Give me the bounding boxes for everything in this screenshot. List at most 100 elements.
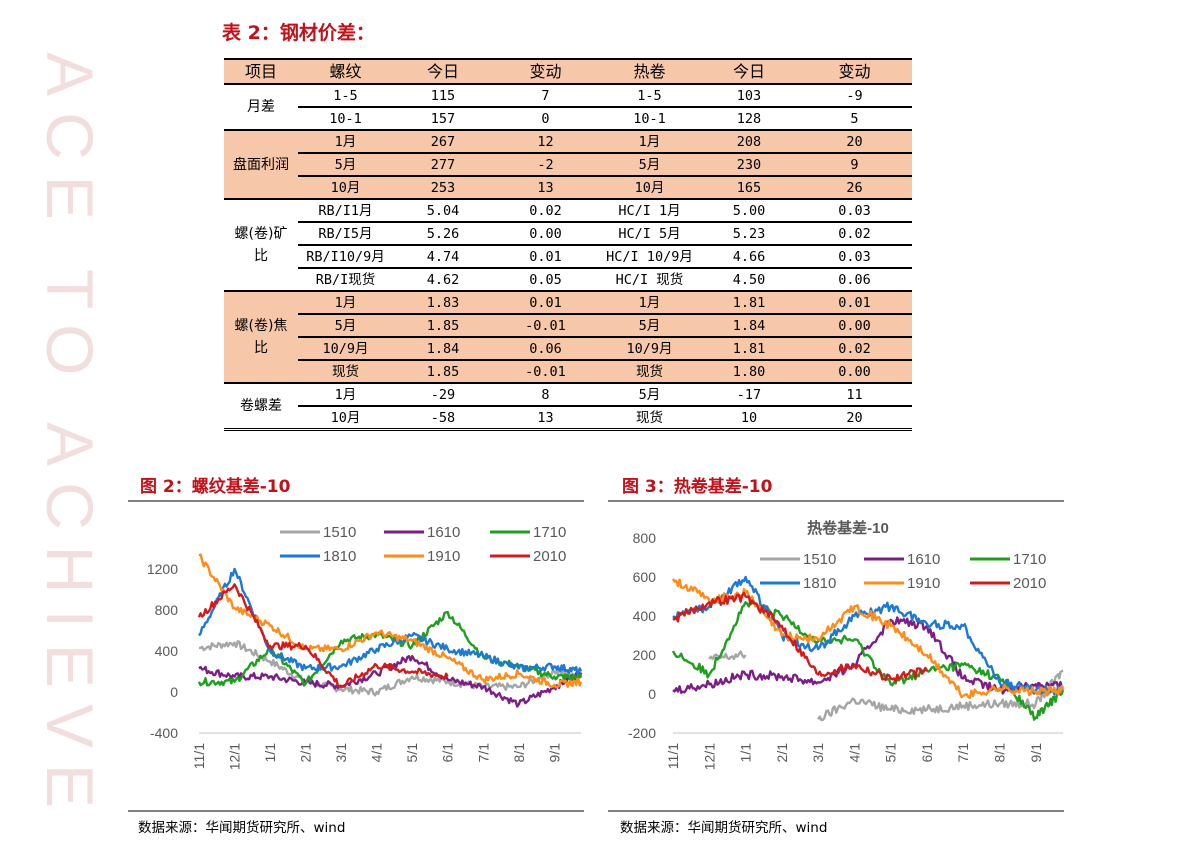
table-cell: 277 <box>393 153 493 177</box>
y-tick-label: 1200 <box>147 561 178 577</box>
x-tick-label: 5/1 <box>404 743 420 763</box>
row-group-label: 盘面利润 <box>224 130 298 200</box>
table-cell: HC/I 1月 <box>598 199 701 223</box>
table-cell: 0.06 <box>493 337 598 361</box>
table-cell: 10月 <box>598 176 701 200</box>
table-cell: 267 <box>393 130 493 154</box>
table-cell: 现货 <box>598 406 701 431</box>
table-cell: RB/I现货 <box>298 268 393 292</box>
table-cell: 10/9月 <box>598 337 701 361</box>
series-line-2010 <box>197 583 449 689</box>
table-cell: HC/I 现货 <box>598 268 701 292</box>
figure-3-top-rule <box>608 500 1064 502</box>
header-rebar: 螺纹 <box>298 58 393 85</box>
table-cell: 10/9月 <box>298 337 393 361</box>
table-row: 10/9月 1.84 0.06 10/9月 1.81 0.02 <box>224 337 912 361</box>
table-cell: 4.62 <box>393 268 493 292</box>
x-tick-label: 11/1 <box>191 743 207 769</box>
table-row: RB/I现货 4.62 0.05 HC/I 现货 4.50 0.06 <box>224 268 912 292</box>
x-tick-label: 1/1 <box>738 743 754 763</box>
table-cell: RB/I1月 <box>298 199 393 223</box>
table-cell: 4.66 <box>701 245 797 269</box>
header-hrc-today: 今日 <box>701 58 797 85</box>
table-cell: 9 <box>797 153 912 177</box>
table-cell: 5 <box>797 107 912 131</box>
row-group-label: 螺(卷)矿比 <box>224 199 298 292</box>
table-cell: 7 <box>493 84 598 108</box>
table-row: 盘面利润 1月 267 12 1月 208 20 <box>224 130 912 200</box>
x-tick-label: 4/1 <box>369 743 385 763</box>
table-cell: 13 <box>493 406 598 431</box>
x-tick-label: 9/1 <box>1028 743 1044 763</box>
table-cell: 10 <box>701 406 797 431</box>
table-cell: 1月 <box>598 130 701 154</box>
table-cell: 5.00 <box>701 199 797 223</box>
x-tick-label: 6/1 <box>919 743 935 763</box>
table-cell: 1.85 <box>393 314 493 338</box>
table-cell: 230 <box>701 153 797 177</box>
table-row: 10-1 157 0 10-1 128 5 <box>224 107 912 131</box>
table-cell: -2 <box>493 153 598 177</box>
x-tick-label: 2/1 <box>298 743 314 763</box>
table-cell: 20 <box>797 130 912 154</box>
figure-3-bottom-rule <box>608 810 1064 812</box>
rebar-basis-chart: -400 0 400 800 1200 11/1 12/1 1/1 2/1 3/1 4/1 5/1 6/… <box>128 505 588 795</box>
table-cell: 0.00 <box>493 222 598 246</box>
figure-2-source: 数据来源：华闻期货研究所、wind <box>138 820 346 836</box>
table-row: 卷螺差 1月 -29 8 5月 -17 11 <box>224 383 912 431</box>
table-row: 月差 1-5 115 7 1-5 103 -9 <box>224 84 912 131</box>
table-title: 表 2：钢材价差： <box>222 22 375 44</box>
chart-svg: -400 0 400 800 1200 11/1 12/1 1/1 2/1 3/1 4/1 5/1 6/… <box>147 524 583 770</box>
table-cell: 10月 <box>298 406 393 431</box>
x-tick-label: 5/1 <box>883 743 899 763</box>
watermark: ACE TO ACHIEVE <box>33 52 107 824</box>
table-cell: 8 <box>493 383 598 407</box>
legend-label-2010: 2010 <box>533 548 566 565</box>
table-row: 5月 277 -2 5月 230 9 <box>224 153 912 177</box>
table-row: 5月 1.85 -0.01 5月 1.84 0.00 <box>224 314 912 338</box>
table-cell: 13 <box>493 176 598 200</box>
table-cell: 115 <box>393 84 493 108</box>
table-cell: 10-1 <box>298 107 393 131</box>
x-tick-label: 3/1 <box>810 743 826 763</box>
row-group-label: 卷螺差 <box>224 383 298 431</box>
x-tick-label: 11/1 <box>665 743 681 769</box>
legend-label-1710: 1710 <box>533 524 566 541</box>
table-header-row: 项目 螺纹 今日 变动 热卷 今日 变动 <box>224 58 912 85</box>
table-cell: 1-5 <box>298 84 393 108</box>
header-rebar-today: 今日 <box>393 58 493 85</box>
table-cell: 11 <box>797 383 912 407</box>
table-cell: -0.01 <box>493 314 598 338</box>
x-tick-label: 3/1 <box>333 743 349 763</box>
table-cell: 1月 <box>298 291 393 315</box>
table-cell: 5月 <box>598 153 701 177</box>
table-cell: 5月 <box>298 314 393 338</box>
table-row: 10月 -58 13 现货 10 20 <box>224 406 912 431</box>
table-cell: 0.05 <box>493 268 598 292</box>
figure-2-bottom-rule <box>128 810 584 812</box>
steel-spread-table: 项目 螺纹 今日 变动 热卷 今日 变动 月差 1-5 115 7 1-5 103 -9 10… <box>224 58 912 431</box>
table-cell: 1月 <box>298 383 393 407</box>
series-line-2010 <box>672 591 929 683</box>
table-cell: 0 <box>493 107 598 131</box>
table-cell: 现货 <box>298 360 393 384</box>
table-cell: 0.01 <box>493 245 598 269</box>
table-cell: 0.03 <box>797 199 912 223</box>
y-tick-label: 800 <box>155 602 179 618</box>
table-cell: 5月 <box>598 383 701 407</box>
series-line-1510 <box>198 640 583 697</box>
table-cell: 103 <box>701 84 797 108</box>
table-cell: 208 <box>701 130 797 154</box>
table-cell: RB/I5月 <box>298 222 393 246</box>
x-tick-label: 4/1 <box>846 743 862 763</box>
table-cell: 12 <box>493 130 598 154</box>
legend-label-1910: 1910 <box>907 575 940 592</box>
y-tick-label: 800 <box>633 530 657 546</box>
table-cell: 0.02 <box>493 199 598 223</box>
table-cell: 1.83 <box>393 291 493 315</box>
table-cell: 5.26 <box>393 222 493 246</box>
table-cell: 4.50 <box>701 268 797 292</box>
legend-label-1510: 1510 <box>803 551 836 568</box>
table-cell: 253 <box>393 176 493 200</box>
table-row: RB/I5月 5.26 0.00 HC/I 5月 5.23 0.02 <box>224 222 912 246</box>
